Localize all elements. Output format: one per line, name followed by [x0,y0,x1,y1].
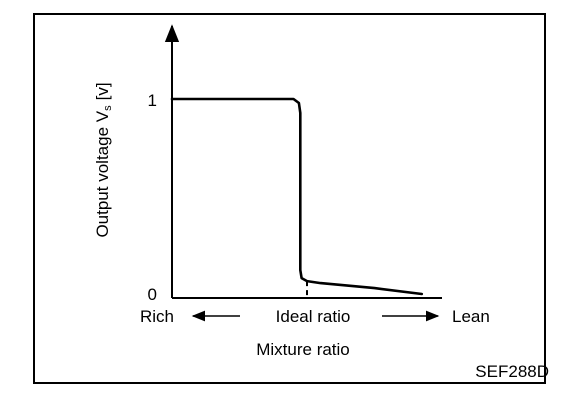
x-label-lean: Lean [452,307,490,326]
figure-code: SEF288D [475,362,549,381]
y-axis-label-main: Output voltage V [93,110,112,237]
x-label-ideal: Ideal ratio [276,307,351,326]
y-axis-label-sub: s [102,105,114,111]
y-tick-label-1: 1 [148,91,157,110]
y-axis-label-unit: [v] [93,82,112,100]
x-axis-label: Mixture ratio [256,340,350,359]
y-axis-label: Output voltage Vs [v] [93,82,114,237]
figure-frame [33,13,546,384]
y-tick-label-0: 0 [148,285,157,304]
series-line [170,97,424,296]
x-label-rich: Rich [140,307,174,326]
